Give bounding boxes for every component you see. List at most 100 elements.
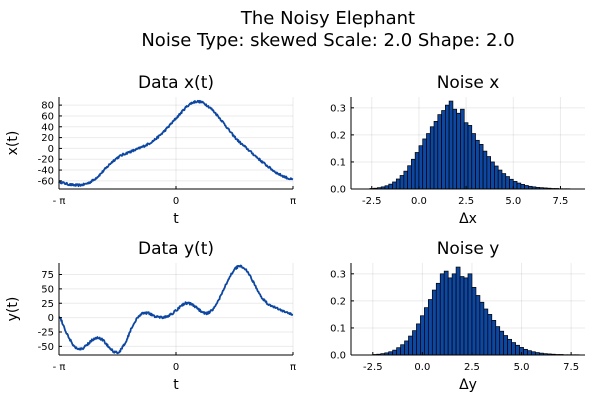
histogram-bar: [435, 282, 441, 356]
x-tick-label: -2.5: [362, 196, 382, 207]
histogram-bar: [443, 270, 449, 356]
histogram-bar: [396, 347, 401, 356]
series-line-data-x: [58, 99, 294, 188]
histogram-bar: [507, 338, 512, 356]
histogram-bar: [414, 152, 420, 190]
histogram-bar: [412, 330, 417, 356]
y-tick-label: -60: [38, 176, 54, 187]
histogram-bar: [475, 295, 481, 356]
histogram-bar: [494, 165, 499, 190]
y-tick-label: 20: [41, 133, 54, 144]
y-tick-label: -50: [38, 342, 54, 353]
histogram-bar: [395, 178, 401, 190]
x-tick-label: 0.0: [411, 196, 427, 207]
histogram-bar: [411, 158, 416, 190]
y-tick-label: 0.2: [330, 296, 346, 307]
histogram-bar: [400, 344, 405, 356]
histogram-bar: [445, 104, 450, 190]
x-tick-label: 0.0: [414, 362, 430, 373]
histogram-bar: [482, 150, 488, 190]
histogram-bar: [433, 120, 439, 190]
histogram-bar: [483, 308, 489, 356]
histogram-bar: [524, 185, 529, 190]
histogram-bar: [471, 133, 476, 190]
histogram-bar: [420, 315, 425, 356]
histogram-bar: [408, 335, 413, 356]
histogram-bar: [424, 307, 429, 356]
y-tick-label: 75: [41, 270, 54, 281]
y-tick-label: 60: [41, 111, 54, 122]
histogram-bar: [511, 342, 516, 356]
histogram-bar: [422, 138, 427, 190]
histogram-bar: [427, 299, 433, 356]
x-tick-label: 5.0: [505, 196, 521, 207]
y-tick-label: 80: [41, 101, 54, 112]
y-axis-label: x(t): [5, 131, 21, 156]
histogram-bar: [452, 108, 458, 190]
histogram-bar: [512, 181, 518, 190]
histogram-bar: [487, 314, 493, 356]
histogram-bar: [399, 175, 405, 190]
x-tick-label: π: [290, 196, 296, 207]
x-tick-label: -2.5: [363, 362, 383, 373]
histogram-bar: [426, 133, 431, 190]
x-axis-label: Δx: [459, 211, 477, 227]
histogram-bar: [416, 323, 421, 356]
histogram-bar: [418, 145, 424, 190]
histogram-bar: [392, 181, 397, 190]
histogram-bar: [455, 266, 461, 356]
histogram-bar: [471, 287, 477, 356]
histogram-bar: [392, 349, 397, 356]
histogram-bar: [501, 173, 507, 190]
histogram-bar: [503, 335, 509, 356]
x-axis-label: t: [173, 211, 179, 227]
histogram-bar: [523, 348, 528, 356]
y-tick-label: 0: [48, 313, 54, 324]
histogram-bar: [467, 273, 473, 356]
series-line-data-y: [58, 264, 294, 355]
panel-title: Data x(t): [138, 73, 214, 93]
y-tick-label: 0: [48, 144, 54, 155]
x-tick-label: 7.5: [563, 362, 579, 373]
histogram-bar: [495, 326, 501, 356]
x-tick-label: 0: [173, 362, 179, 373]
y-tick-label: 0.0: [330, 185, 346, 196]
panel-noise-x: -2.5 0.0 2.5 5.0 7.5 0.0 0.1 0.2 0.3 Noise x Δx: [330, 73, 585, 227]
x-tick-label: 5.0: [514, 362, 530, 373]
histogram-bar: [451, 273, 457, 356]
figure-title-line2: Noise Type: skewed Scale: 2.0 Shape: 2.0: [141, 30, 514, 51]
histogram-bar: [490, 161, 495, 190]
histogram-bar: [463, 122, 469, 190]
figure-title-line1: The Noisy Elephant: [240, 8, 415, 29]
histogram-bar: [520, 184, 525, 190]
histogram-bar: [516, 182, 522, 190]
y-tick-label: -20: [38, 155, 54, 166]
histogram-bar: [437, 114, 442, 190]
y-tick-label: -25: [38, 328, 54, 339]
histogram-bar: [479, 301, 485, 356]
histogram-bar: [486, 156, 491, 190]
panel-data-y: - π 0 π -50 -25 0 25 50 75 Data y(t) t y(t): [5, 239, 296, 393]
y-tick-label: 0.2: [330, 130, 346, 141]
x-tick-label: 2.5: [458, 196, 474, 207]
y-tick-label: 0.1: [330, 157, 346, 168]
panel-title: Data y(t): [138, 239, 214, 259]
panel-title: Noise y: [437, 239, 500, 259]
histogram-bar: [509, 178, 514, 190]
x-tick-label: - π: [53, 196, 66, 207]
histogram-bar: [456, 112, 461, 190]
histogram-bar: [478, 144, 484, 190]
histogram-bar: [460, 108, 465, 190]
y-tick-label: 50: [41, 284, 54, 295]
y-tick-label: 0.1: [330, 323, 346, 334]
histogram-bar: [491, 320, 497, 356]
x-tick-label: 2.5: [464, 362, 480, 373]
y-tick-label: 25: [41, 299, 54, 310]
histogram-bar: [497, 169, 503, 190]
histogram-bar: [407, 165, 412, 190]
histogram-bar: [429, 126, 435, 190]
y-tick-label: 0.0: [330, 351, 346, 362]
histogram-bar: [527, 350, 532, 356]
